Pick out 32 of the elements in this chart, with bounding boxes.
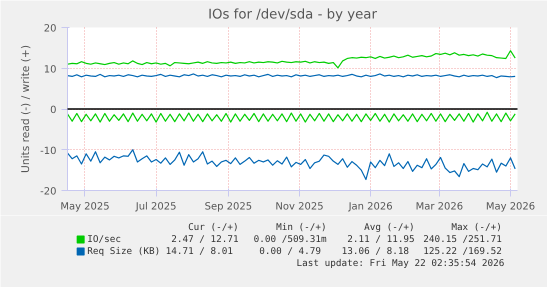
- y-tick-label: 0: [50, 105, 57, 116]
- text: 0.00 / 4.79: [259, 246, 322, 257]
- line-series: [68, 149, 516, 180]
- x-tick-label: Mar 2026: [416, 202, 464, 212]
- text: Avg (-/+): [364, 222, 415, 233]
- chart-title: IOs for /dev/sda - by year: [208, 8, 378, 22]
- y-tick-label: -10: [40, 146, 57, 157]
- x-tick-label: Jan 2026: [348, 202, 393, 212]
- text: Max (-/+): [451, 222, 502, 233]
- x-tick-label: May 2025: [60, 202, 110, 212]
- y-axis-title: Units read (-) / write (+): [19, 45, 32, 173]
- text: 0.00 /509.31m: [254, 234, 328, 245]
- legend-label: Req Size (KB): [87, 246, 160, 257]
- x-tick-label: May 2026: [486, 202, 536, 212]
- line-series: [68, 112, 516, 123]
- y-tick-label: 20: [44, 24, 57, 34]
- text: Min (-/+): [276, 222, 327, 233]
- y-tick-label: 10: [44, 64, 57, 76]
- line-series: [68, 50, 516, 68]
- text: 13.06 / 8.18: [342, 246, 410, 257]
- text: 125.22 /169.52: [423, 246, 502, 257]
- legend-label: IO/sec: [87, 234, 121, 245]
- text: 240.15 /251.71: [423, 234, 502, 245]
- y-tick-label: -20: [40, 186, 57, 198]
- text: Last update: Fri May 22 02:35:54 2026: [296, 258, 505, 269]
- x-tick-label: Nov 2025: [275, 202, 324, 212]
- text: 14.71 / 8.01: [166, 246, 234, 257]
- x-tick-label: Sep 2025: [204, 202, 252, 212]
- text: 2.11 / 11.95: [347, 234, 415, 245]
- text: 2.47 / 12.71: [171, 234, 239, 245]
- text: Cur (-/+): [188, 222, 239, 233]
- x-tick-label: Jul 2025: [134, 202, 176, 212]
